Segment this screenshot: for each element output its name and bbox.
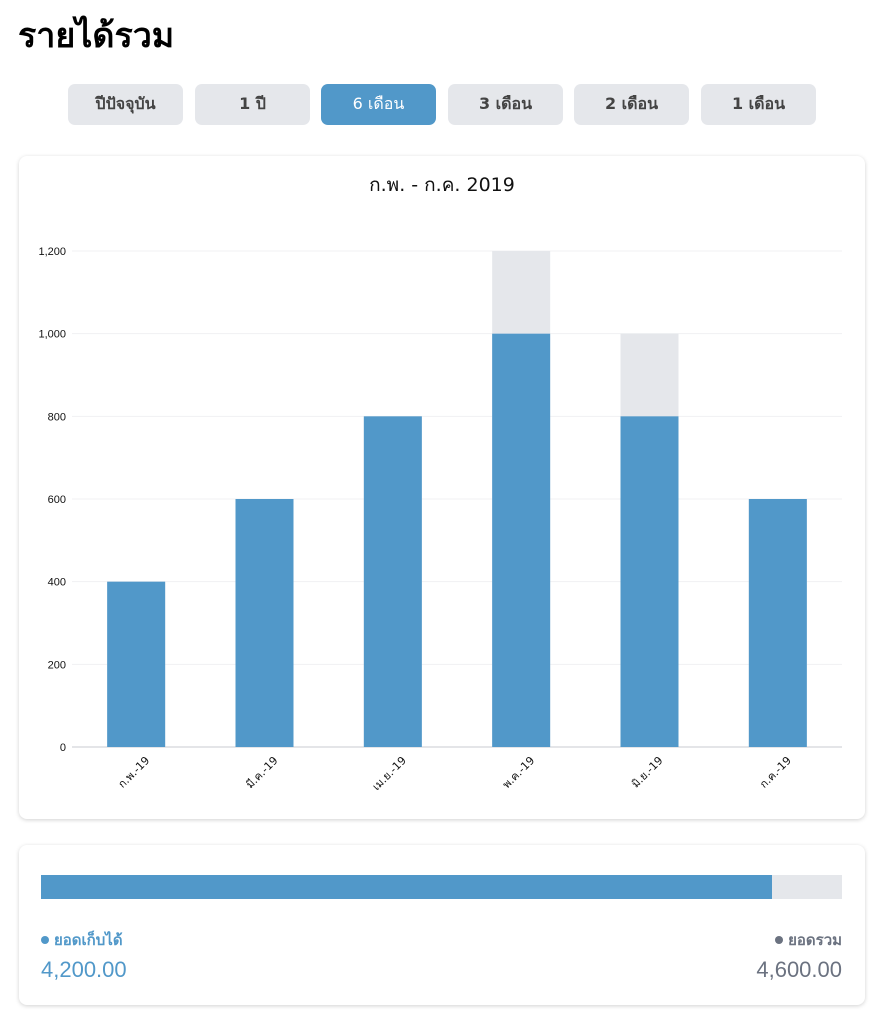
total-dot-icon (775, 936, 784, 944)
x-tick-label: ก.ค.-19 (757, 754, 794, 791)
summary-card (19, 845, 865, 1005)
tab-6-months[interactable]: 6 เดือน (321, 84, 436, 125)
bar-collected (620, 416, 679, 747)
collected-amount: 4,200.00 (41, 957, 127, 982)
tab-current-year[interactable]: ปีปัจจุบัน (68, 84, 183, 125)
tab-2-months[interactable]: 2 เดือน (574, 84, 689, 125)
total-amount: 4,600.00 (756, 957, 842, 982)
total-label: ยอดรวม (788, 931, 842, 949)
collection-progress-bar (41, 875, 842, 899)
y-tick-label: 1,000 (38, 329, 66, 341)
page-title: รายได้รวม (18, 16, 175, 56)
bar-collected (492, 333, 551, 747)
collected-legend: ยอดเก็บได้ (41, 928, 123, 952)
collected-dot-icon (41, 936, 49, 944)
collected-label: ยอดเก็บได้ (54, 931, 123, 949)
x-tick-label: พ.ค.-19 (500, 754, 537, 791)
bar-collected (235, 499, 294, 747)
bar-collected (363, 416, 422, 747)
y-tick-label: 0 (60, 742, 66, 754)
y-tick-label: 600 (48, 494, 66, 506)
bar-collected (107, 581, 166, 747)
x-tick-label: ก.พ.-19 (116, 754, 153, 791)
collection-progress-fill (41, 875, 773, 899)
bar-collected (748, 499, 807, 747)
y-tick-label: 800 (48, 411, 66, 423)
y-tick-label: 200 (48, 659, 66, 671)
tab-1-month[interactable]: 1 เดือน (701, 84, 816, 125)
x-tick-label: มิ.ย.-19 (629, 754, 666, 791)
total-legend: ยอดรวม (775, 928, 842, 952)
x-tick-label: มี.ค.-19 (243, 754, 280, 791)
chart-title: ก.พ. - ก.ค. 2019 (369, 174, 515, 196)
tab-1-year[interactable]: 1 ปี (195, 84, 310, 125)
y-tick-label: 1,200 (38, 246, 66, 258)
tab-3-months[interactable]: 3 เดือน (448, 84, 563, 125)
x-tick-label: เม.ย.-19 (370, 754, 409, 793)
y-tick-label: 400 (48, 577, 66, 589)
revenue-bar-chart: 0 200 400 600 800 1,000 1,200 ก.พ.-19 มี.ค.-19 เม… (38, 246, 842, 793)
